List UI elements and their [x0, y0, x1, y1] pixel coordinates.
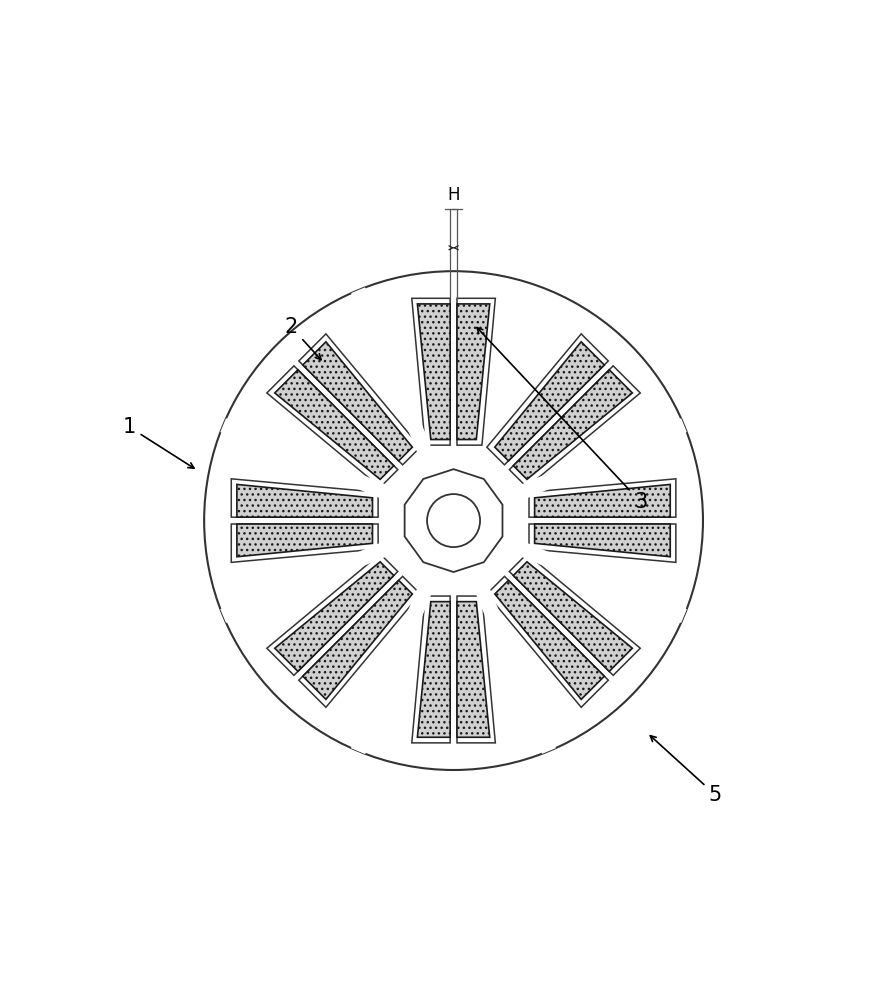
- Polygon shape: [220, 533, 409, 623]
- Text: H: H: [447, 186, 460, 204]
- Polygon shape: [404, 469, 503, 572]
- Polygon shape: [457, 602, 489, 737]
- Polygon shape: [299, 334, 420, 465]
- Polygon shape: [231, 524, 378, 562]
- Polygon shape: [274, 370, 394, 479]
- Polygon shape: [513, 562, 633, 671]
- Polygon shape: [457, 596, 496, 743]
- Circle shape: [204, 271, 703, 770]
- Polygon shape: [495, 342, 604, 461]
- Polygon shape: [457, 304, 489, 440]
- Polygon shape: [237, 484, 373, 517]
- Text: 1: 1: [123, 417, 194, 468]
- Polygon shape: [457, 298, 496, 445]
- Polygon shape: [510, 554, 640, 675]
- Text: 5: 5: [650, 736, 722, 805]
- Polygon shape: [535, 524, 670, 557]
- Polygon shape: [412, 596, 450, 743]
- Polygon shape: [303, 342, 412, 461]
- Polygon shape: [351, 565, 441, 754]
- Polygon shape: [231, 479, 378, 517]
- Text: 2: 2: [285, 317, 321, 360]
- Polygon shape: [220, 418, 409, 508]
- Polygon shape: [535, 484, 670, 517]
- Polygon shape: [267, 366, 397, 487]
- Polygon shape: [303, 580, 412, 699]
- Polygon shape: [274, 562, 394, 671]
- Polygon shape: [487, 334, 608, 465]
- Polygon shape: [529, 479, 676, 517]
- Polygon shape: [418, 602, 450, 737]
- Circle shape: [427, 494, 480, 547]
- Polygon shape: [510, 366, 640, 487]
- Polygon shape: [487, 576, 608, 707]
- Text: 3: 3: [477, 328, 647, 512]
- Polygon shape: [498, 533, 687, 623]
- Polygon shape: [237, 524, 373, 557]
- Polygon shape: [412, 298, 450, 445]
- Polygon shape: [495, 580, 604, 699]
- Polygon shape: [299, 576, 420, 707]
- Polygon shape: [418, 304, 450, 440]
- Polygon shape: [529, 524, 676, 562]
- Polygon shape: [466, 565, 556, 754]
- Polygon shape: [267, 554, 397, 675]
- Polygon shape: [513, 370, 633, 479]
- Polygon shape: [498, 418, 687, 508]
- Polygon shape: [351, 565, 441, 754]
- Polygon shape: [351, 287, 441, 476]
